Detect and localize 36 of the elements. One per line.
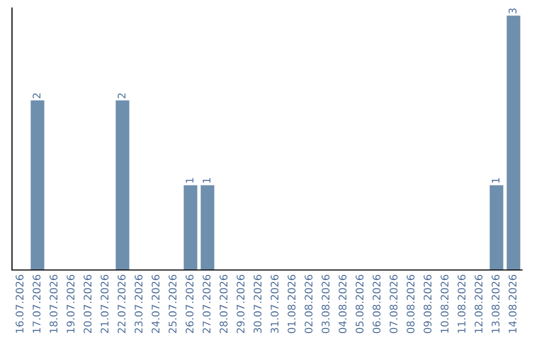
data-label: 1 [202, 178, 210, 183]
x-tick-label: 16.07.2026 [16, 274, 24, 333]
data-label: 2 [32, 93, 40, 98]
x-tick-label: 30.07.2026 [254, 274, 262, 334]
x-tick-label: 04.08.2026 [338, 274, 347, 334]
x-tick-label: 18.07.2026 [50, 274, 58, 333]
data-label: 1 [186, 178, 194, 183]
x-tick-label: 31.07.2026 [270, 274, 279, 334]
x-tick-label: 17.07.2026 [32, 274, 41, 333]
x-tick-label: 10.08.2026 [440, 274, 449, 333]
x-tick-label: 11.08.2026 [458, 274, 466, 333]
x-tick-label: 07.08.2026 [390, 274, 398, 334]
x-tick-label: 02.08.2026 [304, 274, 313, 334]
x-tick-label: 08.08.2026 [406, 274, 415, 334]
x-tick-label: 21.07.2026 [100, 274, 109, 334]
x-tick-label: 24.07.2026 [152, 274, 160, 334]
data-label: 2 [118, 93, 126, 98]
x-tick-label: 05.08.2026 [356, 274, 364, 334]
x-tick-label: 01.08.2026 [288, 274, 296, 334]
x-tick-label: 23.07.2026 [134, 274, 143, 334]
x-tick-label: 13.08.2026 [492, 274, 500, 333]
x-tick-label: 28.07.2026 [220, 274, 228, 334]
data-label: 3 [508, 8, 517, 14]
x-tick-label: 25.07.2026 [168, 274, 177, 334]
x-tick-label: 03.08.2026 [322, 274, 330, 334]
x-tick-label: 22.07.2026 [118, 274, 126, 334]
x-tick-label: 14.08.2026 [508, 274, 517, 333]
x-tick-label: 29.07.2026 [236, 274, 245, 334]
x-tick-label: 27.07.2026 [202, 274, 211, 334]
x-tick-label: 19.07.2026 [66, 274, 75, 333]
x-tick-label: 26.07.2026 [186, 274, 194, 334]
x-tick-label: 20.07.2026 [84, 274, 92, 334]
x-tick-label: 06.08.2026 [372, 274, 381, 334]
data-label: 1 [492, 178, 500, 183]
x-tick-label: 12.08.2026 [474, 274, 483, 333]
x-tick-label: 09.08.2026 [424, 274, 432, 334]
